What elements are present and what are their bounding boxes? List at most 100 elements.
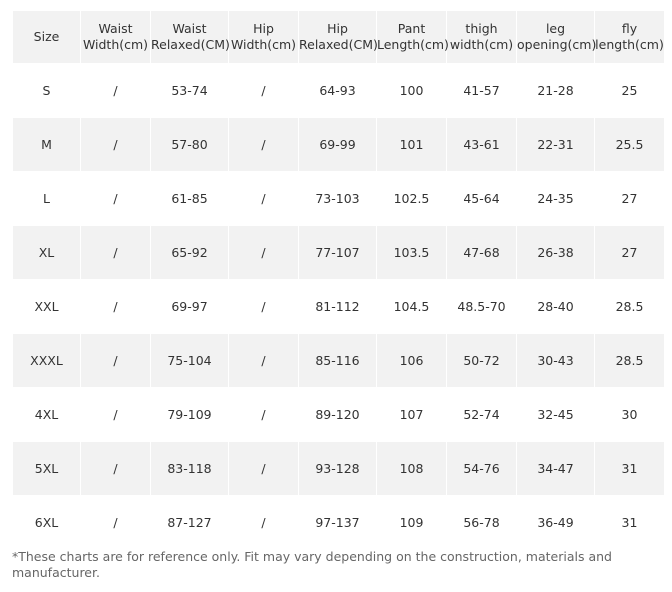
table-cell: XXXL — [12, 333, 81, 388]
table-cell: / — [228, 63, 299, 118]
table-cell: L — [12, 171, 81, 226]
column-header: Waist Width(cm) — [80, 10, 151, 64]
table-cell: 4XL — [12, 387, 81, 442]
table-row: XXXL/75-104/85-116 106 50-72 30-43 28.5 — [12, 333, 665, 388]
table-cell: XL — [12, 225, 81, 280]
table-cell: / — [228, 171, 299, 226]
table-cell: 73-103 — [298, 171, 377, 226]
table-row: XXL/69-97/81-112 104.5 48.5-70 28-40 28.5 — [12, 279, 665, 334]
table-cell: 106 — [376, 333, 447, 388]
table-cell: / — [228, 117, 299, 172]
header-line: Waist — [98, 21, 133, 36]
table-cell: / — [80, 117, 151, 172]
table-cell: 45-64 — [446, 171, 517, 226]
table-cell: / — [80, 171, 151, 226]
column-header: thigh width(cm) — [446, 10, 517, 64]
table-cell: 85-116 — [298, 333, 377, 388]
header-line: thigh — [465, 21, 498, 36]
header-line: Size — [33, 29, 60, 44]
header-line: opening(cm) — [517, 37, 597, 52]
table-row: L/61-85/73-103 102.5 45-64 24-35 27 — [12, 171, 665, 226]
table-row: 4XL/79-109/89-120 107 52-74 32-45 30 — [12, 387, 665, 442]
table-cell: 102.5 — [376, 171, 447, 226]
column-header: Hip Width(cm) — [228, 10, 299, 64]
table-cell: / — [228, 387, 299, 442]
table-cell: / — [80, 441, 151, 496]
table-cell: 61-85 — [150, 171, 229, 226]
table-cell: 83-118 — [150, 441, 229, 496]
header-line: Length(cm) — [377, 37, 449, 52]
table-cell: 93-128 — [298, 441, 377, 496]
table-cell: 56-78 — [446, 495, 517, 550]
header-line: Relaxed(CM) — [299, 37, 378, 52]
table-cell: / — [80, 63, 151, 118]
table-cell: / — [80, 279, 151, 334]
table-cell: 28.5 — [594, 333, 665, 388]
header-line: width(cm) — [449, 37, 514, 52]
table-cell: 104.5 — [376, 279, 447, 334]
column-header: Pant Length(cm) — [376, 10, 449, 64]
table-cell: 32-45 — [516, 387, 595, 442]
table-cell: 5XL — [12, 441, 81, 496]
footnote: *These charts are for reference only. Fi… — [12, 549, 612, 580]
table-cell: 28-40 — [516, 279, 595, 334]
header-line: Relaxed(CM) — [151, 37, 230, 52]
header-row: Size Waist Width(cm) Waist Relaxed(CM) Hip Wid… — [12, 10, 665, 64]
table-cell: 54-76 — [446, 441, 517, 496]
table-body: S/53-74/64-93 100 41-57 21-28 25 M/57-80/69-9… — [12, 63, 665, 550]
table-cell: / — [228, 333, 299, 388]
table-cell: 109 — [376, 495, 447, 550]
table-cell: 100 — [376, 63, 447, 118]
table-cell: 6XL — [12, 495, 81, 550]
table-cell: 65-92 — [150, 225, 229, 280]
table-cell: 89-120 — [298, 387, 377, 442]
table-row: M/57-80/69-99 101 43-61 22-31 25.5 — [12, 117, 665, 172]
size-table: Size Waist Width(cm) Waist Relaxed(CM) Hip Wid… — [12, 10, 665, 550]
header-line: leg — [545, 21, 566, 36]
table-cell: 48.5-70 — [446, 279, 517, 334]
table-cell: XXL — [12, 279, 81, 334]
table-cell: 31 — [594, 495, 665, 550]
table-cell: 47-68 — [446, 225, 517, 280]
header-line: Waist — [172, 21, 207, 36]
table-row: 5XL/83-118/93-128 108 54-76 34-47 31 — [12, 441, 665, 496]
table-cell: 64-93 — [298, 63, 377, 118]
table-cell: / — [228, 279, 299, 334]
table-cell: 43-61 — [446, 117, 517, 172]
table-cell: 27 — [594, 171, 665, 226]
table-cell: 30-43 — [516, 333, 595, 388]
table-cell: 36-49 — [516, 495, 595, 550]
table-cell: 81-112 — [298, 279, 377, 334]
header-line: fly — [621, 21, 638, 36]
table-cell: 27 — [594, 225, 665, 280]
table-cell: 79-109 — [150, 387, 229, 442]
table-cell: 87-127 — [150, 495, 229, 550]
table-cell: S — [12, 63, 81, 118]
column-header: leg opening(cm) — [516, 10, 597, 64]
table-cell: / — [80, 225, 151, 280]
table-cell: / — [80, 333, 151, 388]
header-line: Pant — [397, 21, 426, 36]
header-line: Width(cm) — [230, 37, 297, 52]
table-cell: / — [228, 495, 299, 550]
table-cell: 52-74 — [446, 387, 517, 442]
table-cell: 69-99 — [298, 117, 377, 172]
table-cell: 108 — [376, 441, 447, 496]
table-row: XL/65-92/77-107 103.5 47-68 26-38 27 — [12, 225, 665, 280]
table-row: 6XL/87-127/97-137 109 56-78 36-49 31 — [12, 495, 665, 550]
table-cell: 107 — [376, 387, 447, 442]
table-cell: / — [228, 441, 299, 496]
table-cell: 24-35 — [516, 171, 595, 226]
table-cell: / — [228, 225, 299, 280]
table-cell: 25.5 — [594, 117, 665, 172]
table-cell: 31 — [594, 441, 665, 496]
table-cell: 101 — [376, 117, 447, 172]
table-cell: 103.5 — [376, 225, 447, 280]
table-cell: 50-72 — [446, 333, 517, 388]
table-cell: 75-104 — [150, 333, 229, 388]
table-cell: 22-31 — [516, 117, 595, 172]
header-line: length(cm) — [595, 37, 664, 52]
table-row: S/53-74/64-93 100 41-57 21-28 25 — [12, 63, 665, 118]
table-cell: 57-80 — [150, 117, 229, 172]
